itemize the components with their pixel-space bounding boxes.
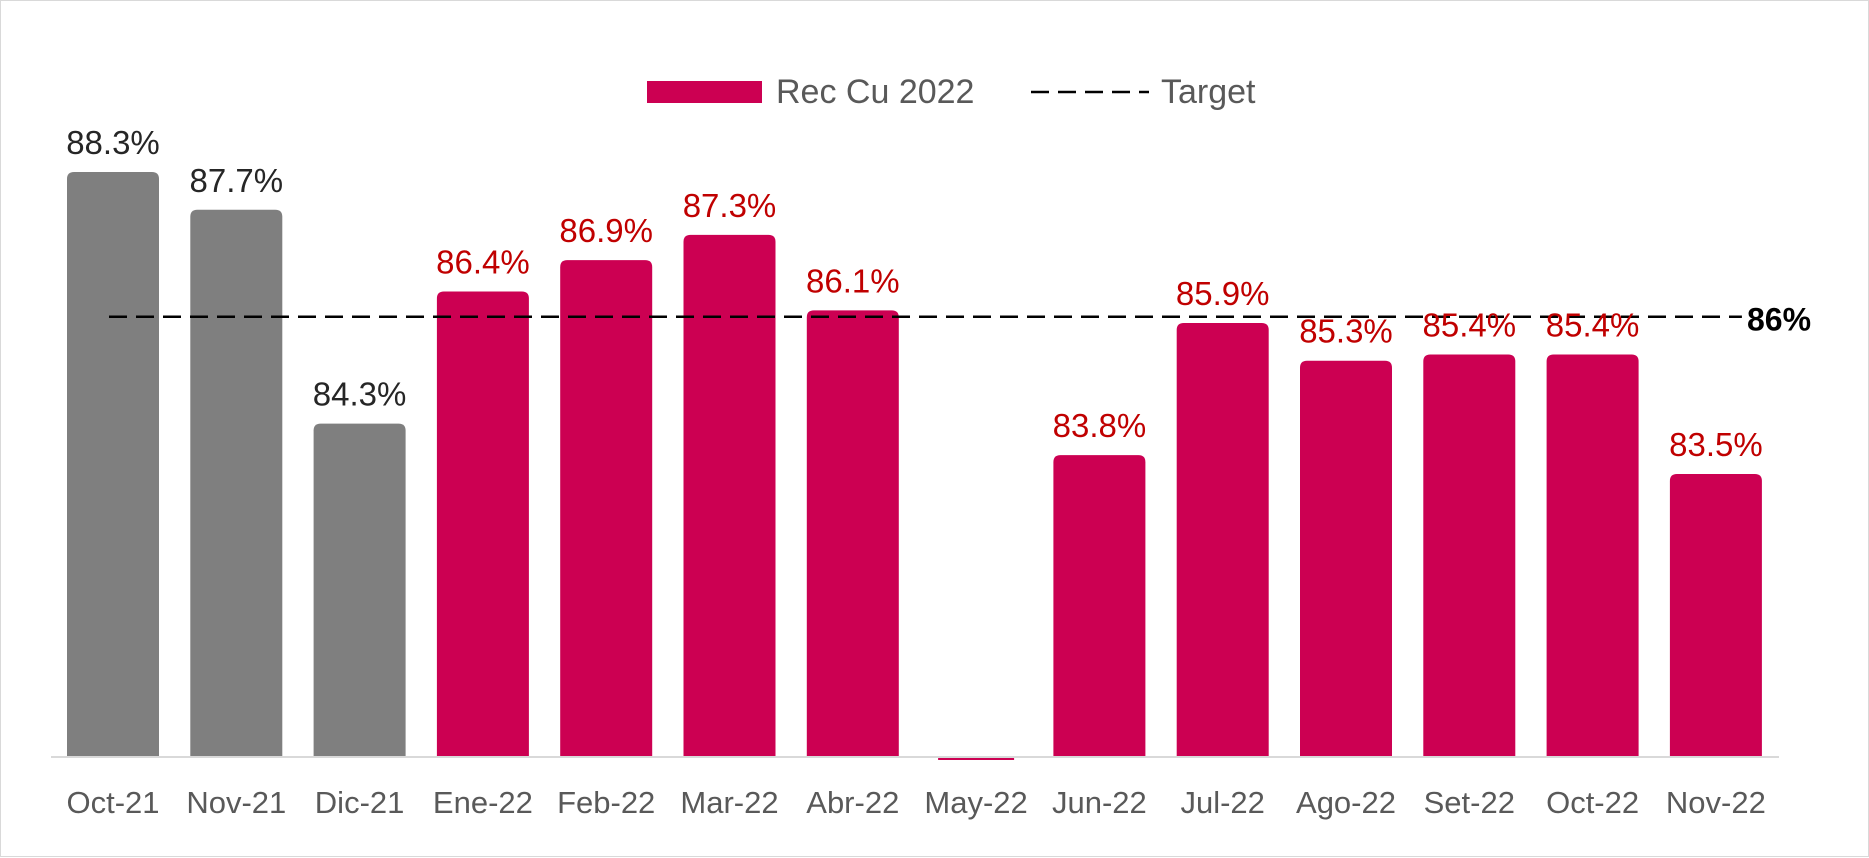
data-label-oct-22: 85.4% bbox=[1546, 306, 1640, 343]
bar-ene-22 bbox=[436, 291, 529, 757]
legend-label-target: Target bbox=[1161, 73, 1256, 111]
data-label-jul-22: 85.9% bbox=[1176, 275, 1270, 312]
data-label-oct-21: 88.3% bbox=[66, 124, 160, 161]
data-label-nov-22: 83.5% bbox=[1669, 426, 1763, 463]
data-label-set-22: 85.4% bbox=[1423, 306, 1517, 343]
x-tick-ene-22: Ene-22 bbox=[433, 785, 533, 820]
x-tick-nov-22: Nov-22 bbox=[1666, 785, 1766, 820]
data-label-mar-22: 87.3% bbox=[683, 187, 777, 224]
x-tick-jul-22: Jul-22 bbox=[1180, 785, 1264, 820]
x-tick-jun-22: Jun-22 bbox=[1052, 785, 1147, 820]
x-tick-labels: Oct-21 Nov-21 Dic-21 Ene-22 Feb-22 Mar-22 Abr-… bbox=[66, 785, 1765, 820]
legend-swatch-rec-cu bbox=[647, 81, 762, 103]
x-tick-mar-22: Mar-22 bbox=[680, 785, 778, 820]
bar-series bbox=[67, 172, 1762, 760]
data-label-ago-22: 85.3% bbox=[1299, 313, 1393, 350]
data-label-ene-22: 86.4% bbox=[436, 244, 530, 281]
x-tick-ago-22: Ago-22 bbox=[1296, 785, 1396, 820]
legend: Rec Cu 2022 Target bbox=[647, 73, 1256, 111]
x-tick-feb-22: Feb-22 bbox=[557, 785, 655, 820]
bar-dic-21 bbox=[313, 423, 406, 757]
bar-nov-21 bbox=[190, 209, 283, 757]
x-tick-oct-22: Oct-22 bbox=[1546, 785, 1639, 820]
data-label-dic-21: 84.3% bbox=[313, 376, 407, 413]
bar-set-22 bbox=[1423, 354, 1516, 757]
x-tick-nov-21: Nov-21 bbox=[186, 785, 286, 820]
x-tick-set-22: Set-22 bbox=[1424, 785, 1515, 820]
data-label-nov-21: 87.7% bbox=[190, 162, 284, 199]
legend-label-rec-cu: Rec Cu 2022 bbox=[776, 73, 974, 111]
x-tick-abr-22: Abr-22 bbox=[806, 785, 899, 820]
data-labels: 88.3% 87.7% 84.3% 86.4% 86.9% 87.3% 86.1% 83.8%… bbox=[66, 124, 1762, 463]
bar-oct-22 bbox=[1546, 354, 1639, 757]
target-value-label: 86% bbox=[1747, 302, 1811, 338]
bar-nov-22 bbox=[1669, 473, 1762, 757]
bar-jul-22 bbox=[1176, 322, 1269, 757]
bar-abr-22 bbox=[806, 310, 899, 757]
data-label-abr-22: 86.1% bbox=[806, 262, 900, 299]
bar-jun-22 bbox=[1053, 455, 1146, 757]
x-tick-oct-21: Oct-21 bbox=[66, 785, 159, 820]
bar-mar-22 bbox=[683, 234, 776, 757]
data-label-jun-22: 83.8% bbox=[1053, 407, 1147, 444]
x-tick-may-22: May-22 bbox=[924, 785, 1027, 820]
bar-oct-21 bbox=[67, 172, 159, 757]
data-label-feb-22: 86.9% bbox=[559, 212, 653, 249]
x-tick-dic-21: Dic-21 bbox=[315, 785, 405, 820]
bar-ago-22 bbox=[1300, 360, 1392, 757]
bar-feb-22 bbox=[560, 260, 653, 757]
